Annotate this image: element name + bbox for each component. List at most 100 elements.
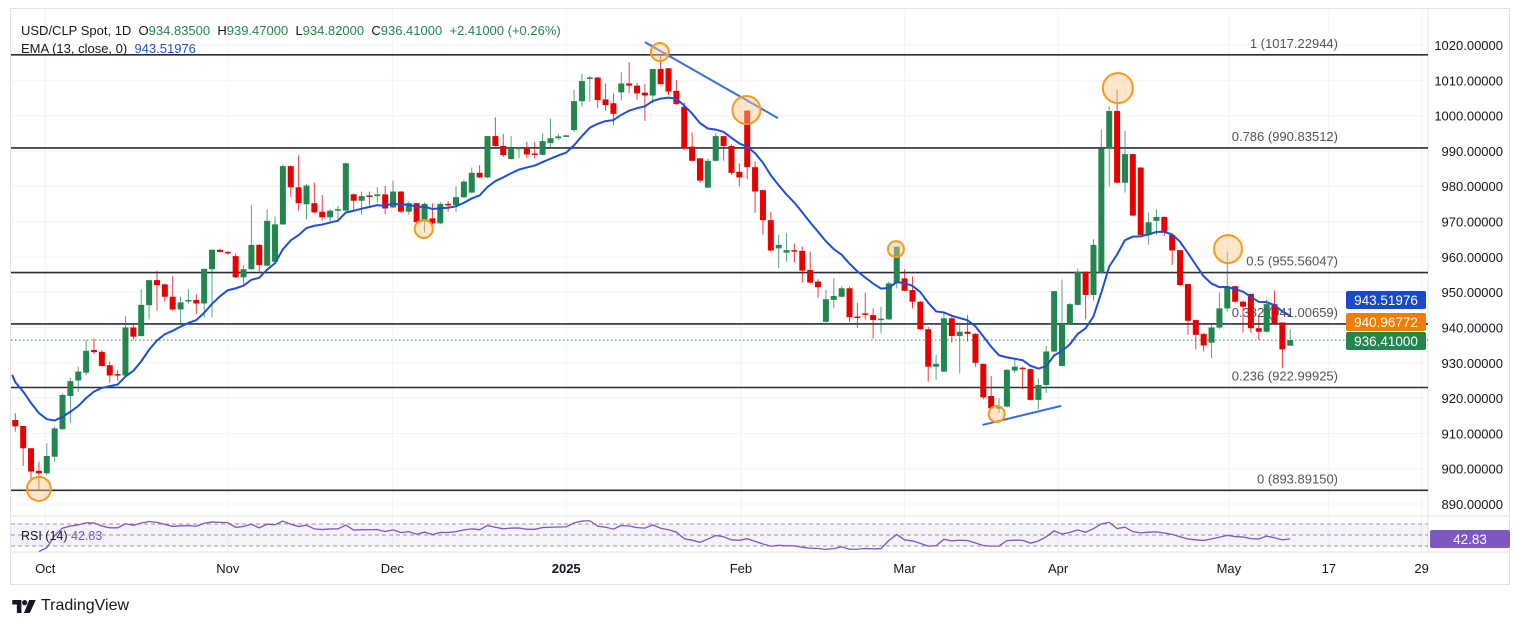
highlight-circle[interactable]: [886, 240, 905, 259]
candle[interactable]: [311, 182, 318, 214]
candle[interactable]: [366, 191, 373, 207]
candle[interactable]: [728, 144, 735, 175]
candle[interactable]: [287, 165, 294, 198]
tradingview-logo[interactable]: TradingView: [12, 597, 129, 615]
candle[interactable]: [972, 333, 979, 367]
candle[interactable]: [1043, 345, 1050, 393]
candle[interactable]: [815, 279, 822, 298]
candle[interactable]: [295, 155, 302, 211]
candle[interactable]: [940, 312, 947, 373]
candle[interactable]: [1153, 209, 1160, 235]
candle[interactable]: [1240, 300, 1247, 333]
candle[interactable]: [634, 82, 641, 101]
candle[interactable]: [1287, 329, 1294, 346]
candle[interactable]: [980, 363, 987, 400]
candle[interactable]: [555, 133, 562, 140]
candle[interactable]: [1066, 303, 1073, 326]
candle[interactable]: [98, 350, 105, 367]
candle[interactable]: [783, 233, 790, 262]
candle[interactable]: [358, 191, 365, 215]
candle[interactable]: [153, 270, 160, 311]
candle[interactable]: [59, 393, 66, 430]
candle[interactable]: [303, 184, 310, 220]
candle[interactable]: [67, 377, 74, 423]
candle[interactable]: [122, 316, 129, 377]
candle[interactable]: [1035, 378, 1042, 410]
candle[interactable]: [216, 248, 223, 253]
ema-legend[interactable]: EMA (13, close, 0) 943.51976: [21, 41, 196, 56]
candle[interactable]: [878, 306, 884, 334]
candle[interactable]: [319, 195, 326, 221]
candle[interactable]: [1003, 369, 1010, 408]
candle[interactable]: [1027, 368, 1034, 401]
candle[interactable]: [649, 69, 656, 104]
candle[interactable]: [1263, 299, 1270, 333]
candle[interactable]: [1177, 249, 1184, 287]
candle[interactable]: [641, 83, 648, 121]
candle[interactable]: [956, 322, 963, 374]
candle[interactable]: [484, 136, 491, 179]
candle[interactable]: [1279, 322, 1286, 369]
candle[interactable]: [492, 117, 499, 147]
candle[interactable]: [1145, 212, 1152, 245]
candle[interactable]: [563, 134, 570, 137]
candle[interactable]: [988, 375, 995, 410]
candle[interactable]: [1082, 271, 1089, 320]
candle[interactable]: [767, 211, 774, 252]
candle[interactable]: [775, 234, 782, 269]
candle[interactable]: [1090, 239, 1097, 301]
candle[interactable]: [334, 206, 341, 222]
candle[interactable]: [665, 67, 672, 96]
candle[interactable]: [130, 323, 137, 340]
candle[interactable]: [1184, 283, 1191, 335]
candle[interactable]: [1216, 292, 1223, 330]
candle[interactable]: [838, 286, 845, 298]
candle[interactable]: [500, 133, 507, 157]
candle[interactable]: [350, 193, 357, 212]
ema-line[interactable]: [11, 96, 1291, 422]
candle[interactable]: [1051, 291, 1058, 353]
candle[interactable]: [720, 135, 727, 161]
candle[interactable]: [1137, 167, 1144, 236]
candle[interactable]: [35, 461, 42, 490]
candle[interactable]: [43, 443, 50, 476]
candle[interactable]: [1011, 359, 1018, 374]
candle[interactable]: [618, 72, 625, 101]
candle[interactable]: [547, 118, 554, 148]
candle[interactable]: [177, 296, 184, 324]
candle[interactable]: [578, 73, 585, 107]
candle[interactable]: [224, 251, 231, 255]
candle[interactable]: [185, 289, 192, 304]
candle[interactable]: [917, 300, 924, 330]
candle[interactable]: [744, 109, 751, 180]
candle[interactable]: [1114, 89, 1121, 184]
candle[interactable]: [91, 338, 97, 354]
candle[interactable]: [75, 366, 82, 392]
candle[interactable]: [106, 361, 113, 383]
candle[interactable]: [460, 179, 467, 199]
highlight-circle[interactable]: [413, 218, 434, 239]
candle[interactable]: [1224, 251, 1231, 312]
candle[interactable]: [51, 426, 58, 462]
candle[interactable]: [807, 251, 814, 284]
candle[interactable]: [846, 286, 853, 322]
candle[interactable]: [689, 132, 696, 162]
candle[interactable]: [657, 54, 664, 85]
candle[interactable]: [909, 276, 916, 309]
candle[interactable]: [468, 167, 475, 194]
candle[interactable]: [830, 278, 837, 309]
highlight-circle[interactable]: [1213, 234, 1244, 265]
highlight-circle[interactable]: [987, 404, 1006, 423]
candle[interactable]: [240, 264, 247, 287]
candle[interactable]: [201, 268, 208, 318]
candle[interactable]: [948, 315, 955, 343]
rsi-legend[interactable]: RSI (14) 42.83: [21, 529, 102, 543]
candle[interactable]: [20, 425, 27, 466]
candle[interactable]: [594, 77, 601, 109]
candle[interactable]: [161, 283, 168, 302]
candle[interactable]: [1121, 130, 1128, 193]
candle[interactable]: [704, 158, 711, 189]
candle[interactable]: [209, 249, 216, 318]
candle[interactable]: [1255, 315, 1262, 340]
